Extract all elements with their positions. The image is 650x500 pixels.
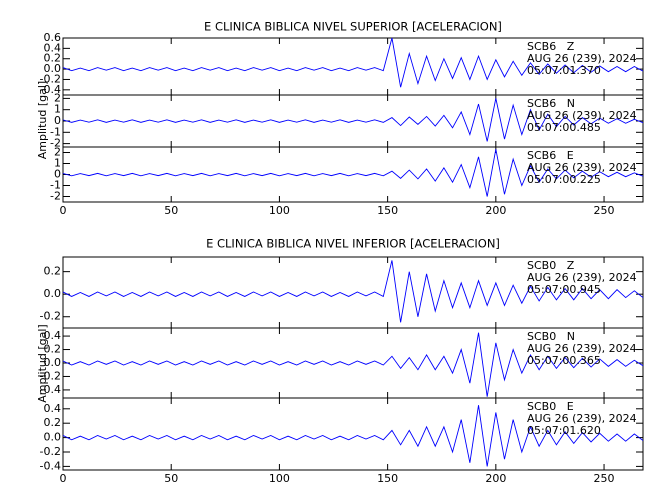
x-tick-label: 150 <box>377 472 398 485</box>
y-axis-label: Amplitud [gal] <box>36 81 49 159</box>
station-label: SCB6 N <box>527 97 575 110</box>
y-tick-label: 2 <box>54 146 61 159</box>
y-tick-label: 2 <box>54 91 61 104</box>
x-tick-label: 150 <box>377 204 398 217</box>
y-tick-label: 0.4 <box>44 329 62 342</box>
y-tick-label: -1 <box>50 179 61 192</box>
station-label: SCB0 E <box>527 400 574 413</box>
y-tick-label: 0.4 <box>44 41 62 54</box>
y-tick-label: -2 <box>50 190 61 203</box>
x-tick-label: 250 <box>594 472 615 485</box>
x-tick-label: 100 <box>269 204 290 217</box>
waveform <box>62 98 644 142</box>
waveform <box>62 405 644 467</box>
x-tick-label: 250 <box>594 204 615 217</box>
y-tick-label: -0.2 <box>40 72 61 85</box>
waveform <box>62 149 644 197</box>
x-tick-label: 100 <box>269 472 290 485</box>
y-tick-label: 0.0 <box>44 431 62 444</box>
date-label: AUG 26 (239), 2024 <box>527 161 637 174</box>
y-tick-label: -0.2 <box>40 445 61 458</box>
time-label: 05:07:00.225 <box>527 173 601 186</box>
date-label: AUG 26 (239), 2024 <box>527 52 637 65</box>
x-tick-label: 200 <box>485 472 506 485</box>
date-label: AUG 26 (239), 2024 <box>527 271 637 284</box>
y-tick-label: 0 <box>54 114 61 127</box>
y-tick-label: 0.0 <box>44 62 62 75</box>
waveform <box>62 37 644 88</box>
x-tick-label: 50 <box>164 472 178 485</box>
x-tick-label: 200 <box>485 204 506 217</box>
station-label: SCB0 N <box>527 330 575 343</box>
y-tick-label: 1 <box>54 157 61 170</box>
station-label: SCB0 Z <box>527 259 575 272</box>
y-tick-label: -0.2 <box>40 310 61 323</box>
waveform <box>62 260 644 323</box>
y-tick-label: -1 <box>50 125 61 138</box>
chart-title: E CLINICA BIBLICA NIVEL INFERIOR [ACELER… <box>206 237 500 251</box>
y-tick-label: 0.2 <box>44 265 62 278</box>
x-tick-label: 50 <box>164 204 178 217</box>
y-tick-label: 0 <box>54 168 61 181</box>
y-tick-label: 0.0 <box>44 356 62 369</box>
time-label: 05:07:01.620 <box>527 424 601 437</box>
time-label: 05:07:00.945 <box>527 283 601 296</box>
time-label: 05:07:00.365 <box>527 354 601 367</box>
x-tick-label: 0 <box>60 204 67 217</box>
y-tick-label: 0.0 <box>44 287 62 300</box>
y-tick-label: 1 <box>54 103 61 116</box>
y-tick-label: 0.2 <box>44 416 62 429</box>
y-tick-label: -0.4 <box>40 459 61 472</box>
time-label: 05:07:01.370 <box>527 64 601 77</box>
y-tick-label: 0.6 <box>44 31 62 44</box>
waveform <box>62 332 644 397</box>
y-tick-label: 0.2 <box>44 52 62 65</box>
station-label: SCB6 Z <box>527 40 575 53</box>
date-label: AUG 26 (239), 2024 <box>527 342 637 355</box>
time-label: 05:07:00.485 <box>527 121 601 134</box>
y-tick-label: -0.4 <box>40 383 61 396</box>
y-tick-label: 0.2 <box>44 343 62 356</box>
y-tick-label: -0.4 <box>40 83 61 96</box>
y-tick-label: 0.4 <box>44 402 62 415</box>
date-label: AUG 26 (239), 2024 <box>527 109 637 122</box>
x-tick-label: 0 <box>60 472 67 485</box>
chart-title: E CLINICA BIBLICA NIVEL SUPERIOR [ACELER… <box>204 20 502 34</box>
date-label: AUG 26 (239), 2024 <box>527 412 637 425</box>
y-tick-label: -0.2 <box>40 369 61 382</box>
panel-frame <box>62 397 644 471</box>
y-axis-label: Amplitud [gal] <box>36 324 49 402</box>
station-label: SCB6 E <box>527 149 574 162</box>
y-tick-label: -2 <box>50 137 61 150</box>
